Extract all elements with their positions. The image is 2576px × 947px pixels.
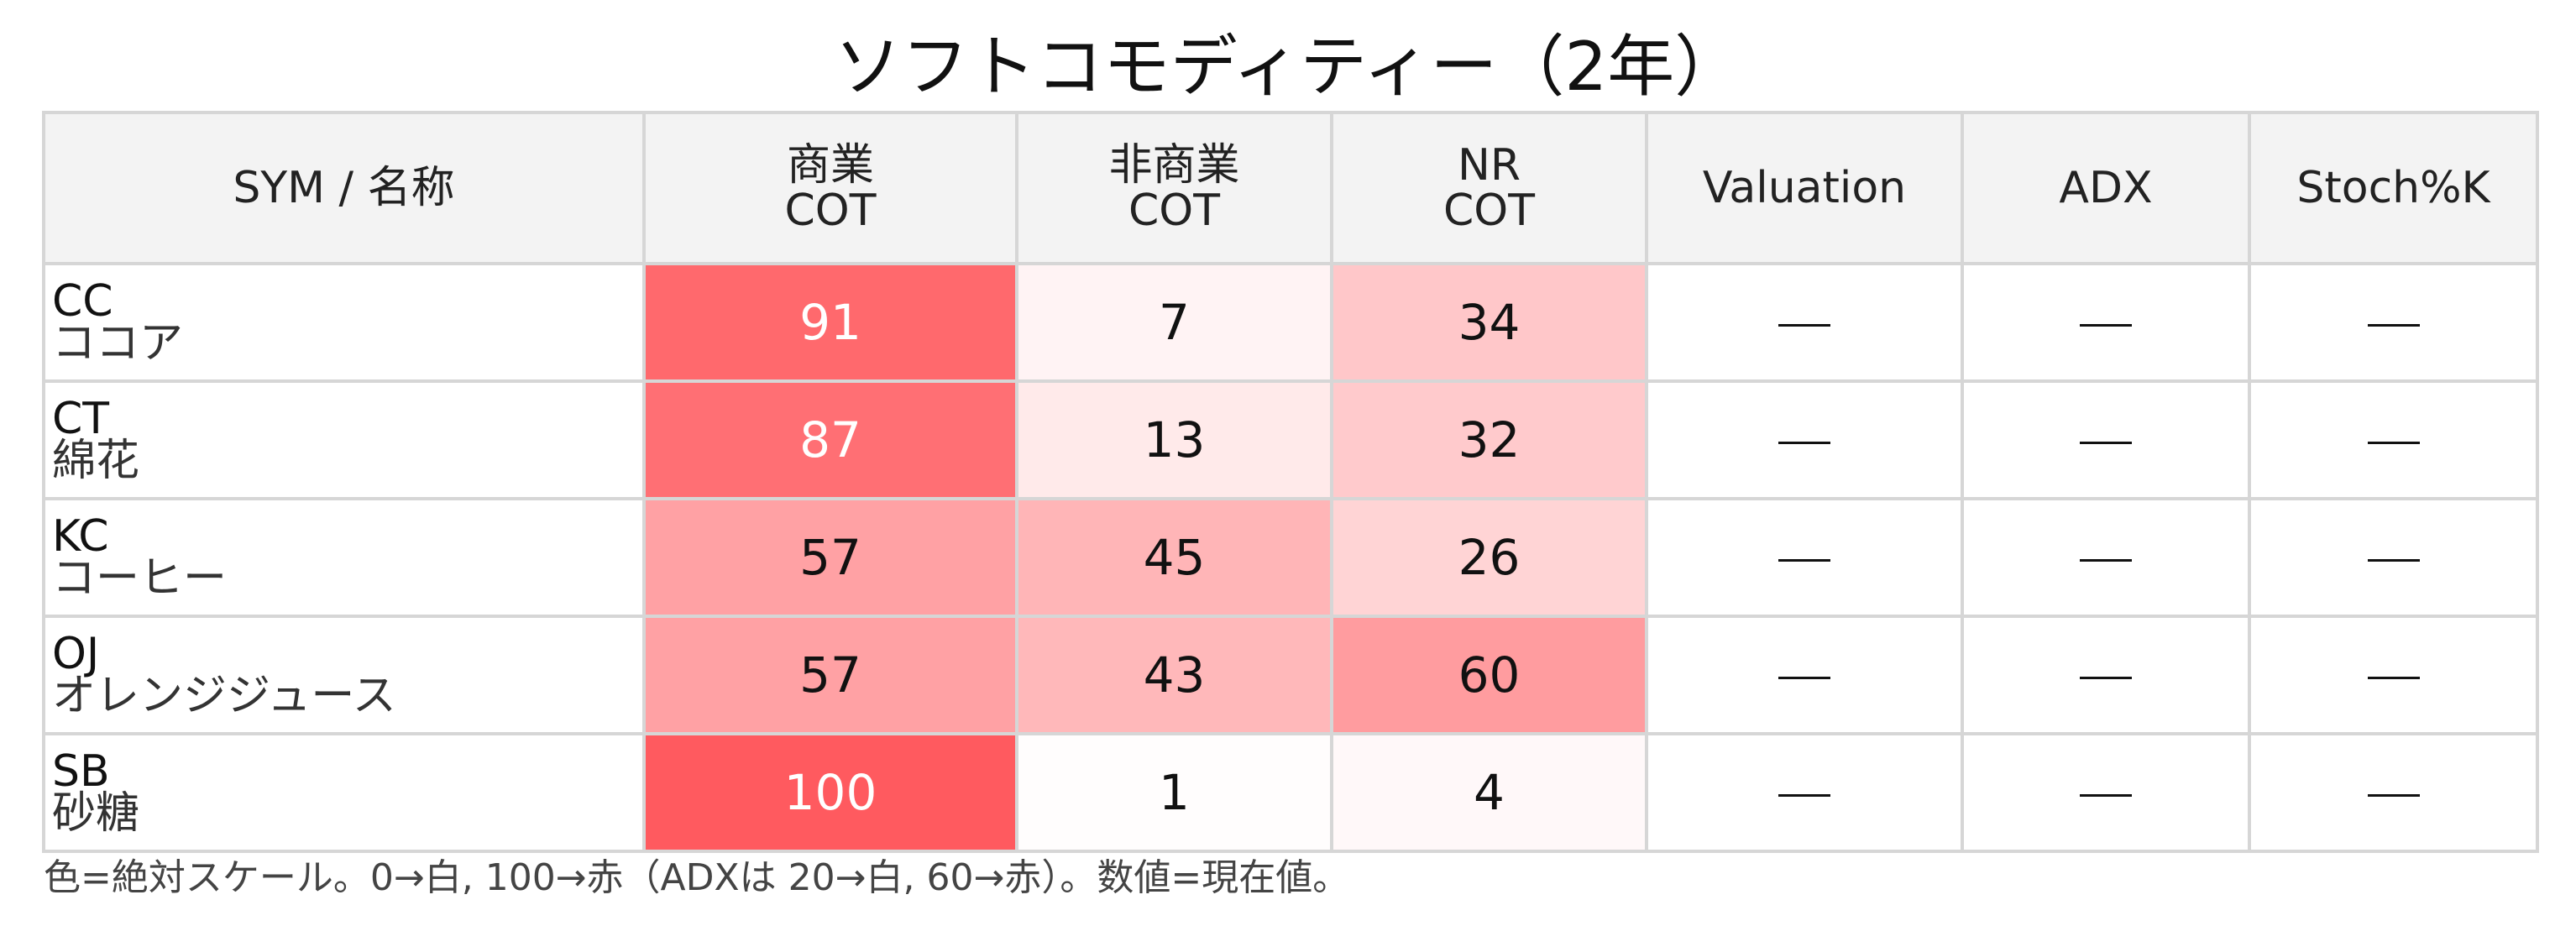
- header-sym: SYM / 名称: [42, 111, 646, 265]
- header-adx: ADX: [1961, 111, 2251, 265]
- sym-name: 綿花: [52, 436, 140, 486]
- sym-cell: CT 綿花: [42, 379, 646, 500]
- noncommercial-cot-cell: 1: [1015, 732, 1333, 853]
- stoch-k-cell: [2248, 615, 2539, 735]
- sym-cell: CC ココア: [42, 262, 646, 383]
- empty-dash: [1778, 559, 1830, 562]
- empty-dash: [1778, 677, 1830, 680]
- header-nr-cot: NR COT: [1330, 111, 1648, 265]
- noncommercial-cot-cell: 43: [1015, 615, 1333, 735]
- sym-name: 砂糖: [52, 788, 140, 839]
- table-row: CC ココア 91 7 34: [42, 262, 2539, 383]
- header-row: SYM / 名称 商業 COT 非商業 COT NR COT Valuation…: [42, 111, 2539, 265]
- stoch-k-cell: [2248, 732, 2539, 853]
- empty-dash: [1778, 324, 1830, 327]
- empty-dash: [1778, 442, 1830, 445]
- adx-cell: [1961, 615, 2251, 735]
- commercial-cot-cell: 57: [642, 497, 1018, 618]
- noncommercial-cot-cell: 7: [1015, 262, 1333, 383]
- sym-code: SB: [52, 746, 110, 797]
- header-adx-label: ADX: [2059, 163, 2153, 213]
- sym-cell: OJ オレンジジュース: [42, 615, 646, 735]
- footnote: 色=絶対スケール。0→白, 100→赤（ADXは 20→白, 60→赤）。数値=…: [44, 856, 1350, 899]
- sym-cell: KC コーヒー: [42, 497, 646, 618]
- nr-cot-cell: 4: [1330, 732, 1648, 853]
- empty-dash: [2080, 794, 2132, 798]
- header-valuation-label: Valuation: [1702, 163, 1907, 213]
- sym-name: コーヒー: [52, 553, 228, 604]
- header-noncommercial-cot-line2: COT: [1128, 186, 1220, 236]
- empty-dash: [2080, 559, 2132, 562]
- empty-dash: [2367, 442, 2420, 445]
- empty-dash: [2367, 324, 2420, 327]
- sym-cell: SB 砂糖: [42, 732, 646, 853]
- header-stoch-k: Stoch%K: [2248, 111, 2539, 265]
- header-commercial-cot-line1: 商業: [786, 140, 874, 191]
- header-nr-cot-line1: NR: [1457, 140, 1521, 191]
- empty-dash: [2367, 677, 2420, 680]
- adx-cell: [1961, 732, 2251, 853]
- empty-dash: [2080, 324, 2132, 327]
- noncommercial-cot-cell: 45: [1015, 497, 1333, 618]
- header-commercial-cot: 商業 COT: [642, 111, 1018, 265]
- empty-dash: [2367, 794, 2420, 798]
- header-sym-label: SYM / 名称: [233, 163, 455, 213]
- valuation-cell: [1645, 497, 1964, 618]
- sym-code: CC: [52, 276, 113, 327]
- sym-name: ココア: [52, 318, 184, 369]
- commercial-cot-cell: 87: [642, 379, 1018, 500]
- header-stoch-k-label: Stoch%K: [2296, 163, 2490, 213]
- table-row: OJ オレンジジュース 57 43 60: [42, 615, 2539, 735]
- empty-dash: [2080, 677, 2132, 680]
- empty-dash: [2080, 442, 2132, 445]
- sym-code: OJ: [52, 629, 100, 679]
- stoch-k-cell: [2248, 497, 2539, 618]
- valuation-cell: [1645, 379, 1964, 500]
- empty-dash: [2367, 559, 2420, 562]
- nr-cot-cell: 34: [1330, 262, 1648, 383]
- header-noncommercial-cot-line1: 非商業: [1108, 140, 1240, 191]
- nr-cot-cell: 60: [1330, 615, 1648, 735]
- valuation-cell: [1645, 732, 1964, 853]
- table-row: KC コーヒー 57 45 26: [42, 497, 2539, 618]
- nr-cot-cell: 32: [1330, 379, 1648, 500]
- table-row: SB 砂糖 100 1 4: [42, 732, 2539, 853]
- chart-title: ソフトコモディティー（2年）: [834, 28, 1742, 106]
- sym-name: オレンジジュース: [52, 671, 396, 721]
- adx-cell: [1961, 379, 2251, 500]
- adx-cell: [1961, 497, 2251, 618]
- header-commercial-cot-line2: COT: [784, 186, 877, 236]
- commercial-cot-cell: 57: [642, 615, 1018, 735]
- table-row: CT 綿花 87 13 32: [42, 379, 2539, 500]
- adx-cell: [1961, 262, 2251, 383]
- header-valuation: Valuation: [1645, 111, 1964, 265]
- header-nr-cot-line2: COT: [1442, 186, 1535, 236]
- sym-code: CT: [52, 394, 110, 444]
- nr-cot-cell: 26: [1330, 497, 1648, 618]
- stoch-k-cell: [2248, 379, 2539, 500]
- stoch-k-cell: [2248, 262, 2539, 383]
- sym-code: KC: [52, 511, 109, 562]
- commercial-cot-cell: 100: [642, 732, 1018, 853]
- empty-dash: [1778, 794, 1830, 798]
- header-noncommercial-cot: 非商業 COT: [1015, 111, 1333, 265]
- commercial-cot-cell: 91: [642, 262, 1018, 383]
- valuation-cell: [1645, 262, 1964, 383]
- heatmap-table: SYM / 名称 商業 COT 非商業 COT NR COT Valuation…: [42, 111, 2539, 853]
- valuation-cell: [1645, 615, 1964, 735]
- noncommercial-cot-cell: 13: [1015, 379, 1333, 500]
